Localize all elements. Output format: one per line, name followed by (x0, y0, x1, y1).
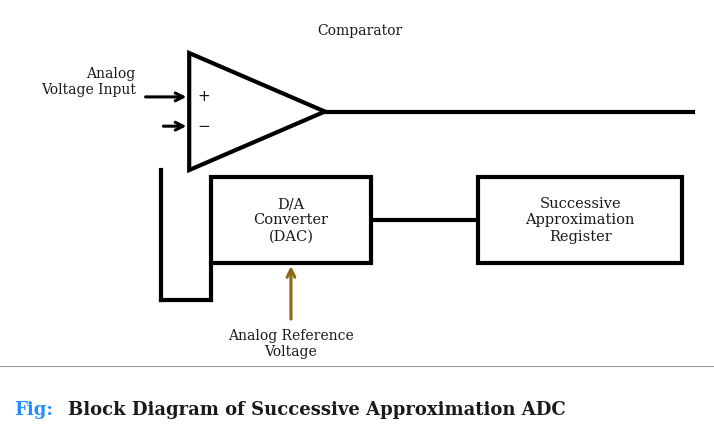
Text: Analog Reference
Voltage: Analog Reference Voltage (228, 329, 354, 359)
Text: Comparator: Comparator (318, 25, 403, 38)
Text: −: − (198, 119, 211, 134)
Text: Block Diagram of Successive Approximation ADC: Block Diagram of Successive Approximatio… (68, 401, 565, 419)
Bar (478, 178, 682, 263)
Text: Successive
Approximation
Register: Successive Approximation Register (526, 197, 635, 244)
Text: Fig:: Fig: (14, 401, 54, 419)
Text: +: + (198, 89, 211, 104)
Text: Analog
Voltage Input: Analog Voltage Input (41, 67, 136, 97)
Bar (211, 178, 371, 263)
Text: D/A
Converter
(DAC): D/A Converter (DAC) (253, 197, 328, 244)
